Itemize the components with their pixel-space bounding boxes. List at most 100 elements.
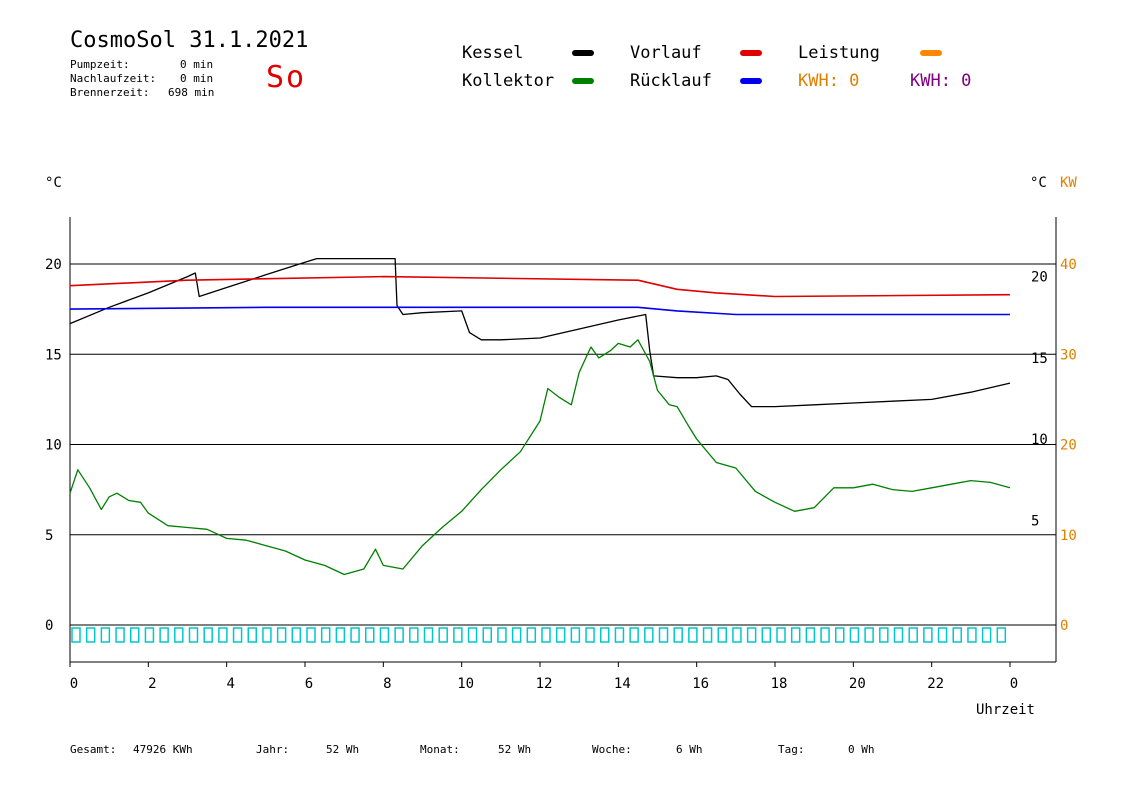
x-tick-label: 18: [771, 676, 788, 692]
pump-marker: [555, 627, 566, 643]
pump-marker: [746, 627, 757, 643]
series-line-vorlauf: [69, 275, 1011, 298]
x-tick-label: 22: [927, 676, 944, 692]
pump-marker: [702, 627, 713, 643]
pump-marker: [320, 627, 331, 643]
pump-marker: [218, 627, 228, 643]
pump-marker: [247, 627, 257, 643]
pump-marker: [291, 627, 302, 643]
pump-marker: [394, 627, 404, 643]
x-tick-label: 20: [849, 676, 866, 692]
pump-marker: [335, 627, 346, 643]
stat-brennerzeit: Brennerzeit:: [70, 86, 149, 100]
series-line-kollektor: [69, 339, 1011, 576]
footer-monat-label: Monat:: [420, 743, 460, 756]
pump-marker: [673, 627, 683, 643]
pump-marker: [732, 627, 742, 643]
footer-woche-label: Woche:: [592, 743, 632, 756]
weekday-label: So: [266, 60, 307, 95]
x-tick-label: 4: [226, 676, 234, 692]
pump-marker: [409, 627, 419, 643]
y-kw-tick-label: 20: [1060, 438, 1077, 454]
pump-marker: [952, 627, 962, 643]
pump-marker: [379, 627, 390, 643]
y-kw-tick-label: 0: [1060, 618, 1068, 634]
y-right-tick-label: 15: [1031, 351, 1048, 367]
x-tick-label: 16: [692, 676, 709, 692]
pump-marker: [761, 627, 772, 643]
footer-gesamt-value: 47926 KWh: [133, 743, 193, 756]
pump-marker: [85, 627, 96, 643]
footer-jahr-label: Jahr:: [256, 743, 290, 756]
stat-label: Pumpzeit:: [70, 58, 130, 71]
pump-marker: [937, 627, 948, 643]
y-left-tick-label: 0: [45, 618, 53, 634]
pump-marker: [365, 627, 375, 643]
pump-marker: [893, 627, 904, 643]
pump-marker: [511, 627, 522, 643]
chart-title: CosmoSol 31.1.2021: [70, 28, 309, 53]
pump-marker: [820, 627, 830, 643]
y-left-tick-label: 10: [45, 438, 62, 454]
pump-marker: [526, 627, 537, 643]
pump-marker: [629, 627, 639, 643]
pump-marker: [174, 627, 184, 643]
legend-ruecklauf-swatch: [740, 78, 762, 84]
pump-marker: [996, 627, 1007, 643]
legend-leistung-label: Leistung: [798, 43, 880, 63]
x-axis-label: Uhrzeit: [976, 702, 1035, 718]
pump-marker: [306, 627, 316, 643]
stat-label: Brennerzeit:: [70, 86, 150, 99]
stat-value: 0 min: [180, 58, 214, 71]
stat-pumpzeit: Pumpzeit:: [70, 58, 130, 72]
pump-markers: [71, 627, 1007, 643]
pump-marker: [658, 627, 669, 643]
y-kw-tick-label: 40: [1060, 257, 1077, 273]
legend-kessel-label: Kessel: [462, 43, 524, 63]
pump-marker: [967, 627, 977, 643]
footer-tag-value: 0 Wh: [848, 743, 875, 756]
y-left-axis-label: °C: [45, 175, 62, 191]
y-right-tick-label: 10: [1031, 432, 1048, 448]
x-tick-label: 2: [148, 676, 156, 692]
pump-marker: [497, 627, 507, 643]
pump-marker: [717, 627, 727, 643]
x-tick-label: 14: [614, 676, 631, 692]
pump-marker: [144, 627, 155, 643]
x-tick-label: 10: [457, 676, 474, 692]
stat-value: 0 min: [180, 72, 214, 85]
pump-marker: [585, 627, 595, 643]
pump-marker: [600, 627, 610, 643]
pump-marker: [614, 627, 625, 643]
legend-kollektor-swatch: [572, 78, 594, 84]
x-tick-label: 0: [1010, 676, 1018, 692]
series-line-kessel: [69, 257, 1011, 408]
y-right-tick-label: 20: [1031, 270, 1048, 286]
pump-marker: [438, 627, 448, 643]
x-tick-label: 6: [305, 676, 313, 692]
y-right-tick-label: 5: [1031, 513, 1039, 529]
pump-marker: [790, 627, 801, 643]
pump-marker: [805, 627, 816, 643]
pump-marker: [453, 627, 463, 643]
legend-kollektor-label: Kollektor: [462, 71, 555, 91]
x-tick-label: 12: [536, 676, 553, 692]
footer-jahr-value: 52 Wh: [326, 743, 360, 756]
footer-tag-label: Tag:: [778, 743, 805, 756]
pump-marker: [644, 627, 654, 643]
pump-marker: [188, 627, 199, 643]
legend-ruecklauf-label: Rücklauf: [630, 71, 712, 91]
pump-marker: [232, 627, 243, 643]
legend-vorlauf-label: Vorlauf: [630, 43, 702, 63]
pump-marker: [835, 627, 845, 643]
pump-marker: [688, 627, 698, 643]
pump-marker: [262, 627, 272, 643]
pump-marker: [908, 627, 918, 643]
pump-marker: [350, 627, 360, 643]
pump-marker: [71, 627, 81, 643]
y-kw-axis-label: KW: [1060, 175, 1077, 191]
stat-label: Nachlaufzeit:: [70, 72, 157, 85]
y-kw-tick-label: 10: [1060, 528, 1077, 544]
y-left-tick-label: 5: [45, 528, 53, 544]
